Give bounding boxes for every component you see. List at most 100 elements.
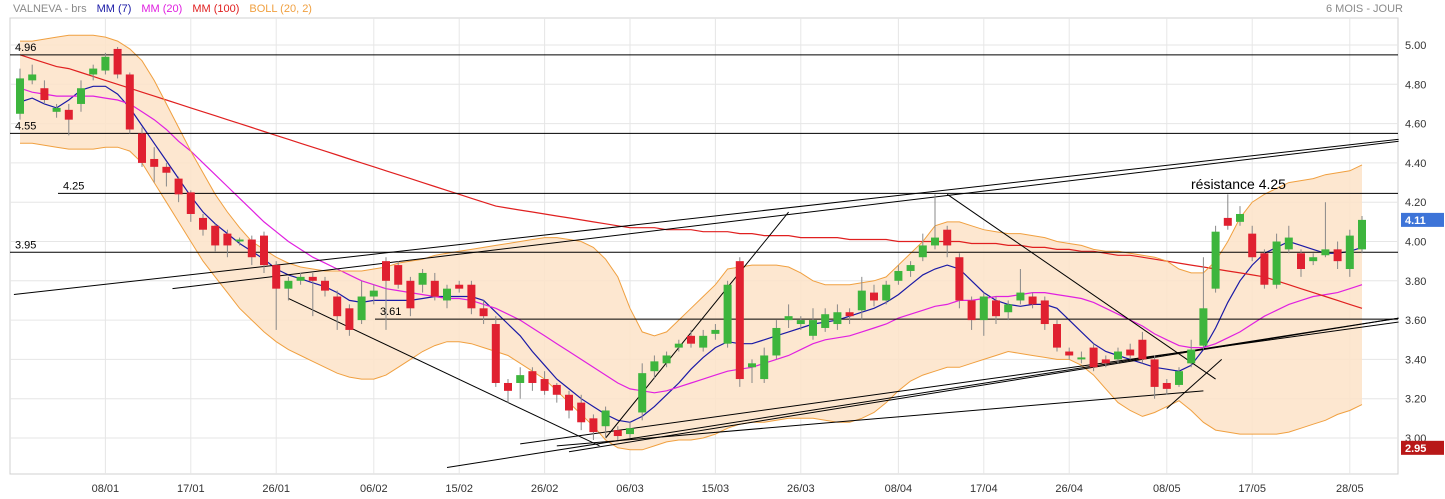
candle-up	[296, 276, 305, 281]
candle-down	[1150, 359, 1159, 387]
trendline	[13, 138, 1399, 296]
candle-down	[491, 324, 500, 383]
x-tick-label: 26/02	[531, 483, 559, 495]
trendline	[946, 193, 1216, 380]
x-tick-label: 06/02	[360, 483, 388, 495]
candle-up	[918, 245, 927, 258]
candle-up	[626, 428, 634, 435]
candle-up	[1187, 349, 1196, 364]
candle-up	[796, 320, 805, 325]
y-tick-label: 4.20	[1405, 197, 1426, 209]
candle-up	[1272, 241, 1281, 285]
x-tick-label: 26/01	[262, 483, 290, 495]
candle-down	[577, 402, 586, 423]
candle-down	[1126, 349, 1135, 356]
candle-down	[199, 217, 207, 230]
y-tick-label: 4.40	[1405, 158, 1426, 170]
candle-down	[467, 284, 476, 309]
x-tick-label: 08/04	[885, 483, 913, 495]
candle-up	[16, 78, 24, 114]
candle-up	[1016, 292, 1025, 301]
candle-up	[723, 284, 732, 344]
candle-up	[699, 335, 708, 348]
x-tick-label: 26/03	[787, 483, 815, 495]
level-label: 3.95	[15, 239, 36, 251]
candle-up	[1199, 308, 1208, 346]
candle-down	[1333, 249, 1342, 262]
candle-down	[845, 312, 854, 317]
candle-down	[333, 296, 342, 317]
candle-up	[711, 329, 720, 334]
y-tick-label: 4.80	[1405, 79, 1426, 91]
candle-up	[235, 239, 244, 242]
y-tick-label: 3.80	[1405, 276, 1426, 288]
last-price-tag	[1401, 212, 1444, 227]
candle-up	[809, 320, 817, 336]
candle-down	[504, 382, 512, 391]
candle-down	[1053, 324, 1061, 348]
candle-up	[979, 296, 988, 321]
candle-down	[1223, 217, 1232, 226]
candle-down	[1101, 359, 1110, 364]
candle-up	[418, 272, 427, 285]
candle-down	[967, 300, 976, 321]
level-label: 4.96	[15, 42, 36, 54]
candle-up	[1211, 231, 1220, 289]
candle-up	[833, 312, 842, 325]
legend-mm100: MM (100)	[192, 3, 240, 15]
candle-down	[125, 74, 134, 130]
candle-down	[138, 133, 146, 163]
candle-down	[1162, 382, 1171, 389]
candle-down	[394, 265, 403, 285]
candle-down	[345, 308, 354, 330]
candle-down	[382, 261, 390, 281]
candle-up	[1321, 249, 1330, 256]
trendline	[556, 390, 1204, 447]
resistance-annotation: résistance 4.25	[1191, 176, 1286, 192]
candle-down	[1089, 347, 1098, 368]
candle-up	[662, 355, 671, 364]
candle-down	[272, 265, 281, 289]
legend-boll: BOLL (20, 2)	[249, 3, 312, 15]
level-label: 4.55	[15, 120, 36, 132]
candle-down	[223, 233, 232, 246]
low-price-value: 2.95	[1405, 443, 1426, 455]
candle-up	[1004, 304, 1013, 313]
trendline	[446, 317, 1399, 468]
candle-up	[931, 237, 939, 246]
candle-down	[113, 48, 122, 75]
candle-up	[601, 410, 610, 427]
x-tick-label: 08/05	[1153, 483, 1181, 495]
boll-lower-line	[20, 142, 1363, 451]
low-price-tag	[1401, 440, 1444, 455]
candle-up	[674, 343, 683, 348]
level-label: 4.25	[63, 180, 84, 192]
y-tick-label: 4.00	[1405, 237, 1426, 249]
candle-up	[284, 280, 293, 289]
x-tick-label: 15/02	[445, 483, 473, 495]
candle-up	[357, 296, 366, 321]
candle-up	[28, 74, 37, 81]
candle-up	[784, 316, 793, 321]
candle-up	[748, 363, 756, 368]
candle-up	[857, 290, 866, 311]
x-tick-label: 28/05	[1336, 483, 1364, 495]
candle-up	[772, 327, 781, 356]
candle-down	[321, 280, 329, 291]
y-tick-label: 5.00	[1405, 40, 1426, 52]
candle-down	[1248, 233, 1257, 258]
candle-up	[52, 107, 61, 112]
candles	[16, 46, 1366, 440]
candle-down	[479, 308, 488, 317]
candle-up	[369, 290, 378, 297]
y-tick-label: 4.60	[1405, 119, 1426, 131]
candle-down	[186, 192, 195, 214]
candle-down	[455, 284, 464, 289]
candle-down	[211, 225, 220, 246]
x-tick-label: 26/04	[1055, 483, 1083, 495]
candle-down	[955, 257, 964, 301]
candle-down	[528, 371, 537, 383]
candle-down	[64, 109, 73, 120]
candle-up	[1309, 257, 1318, 262]
candle-down	[430, 280, 439, 297]
